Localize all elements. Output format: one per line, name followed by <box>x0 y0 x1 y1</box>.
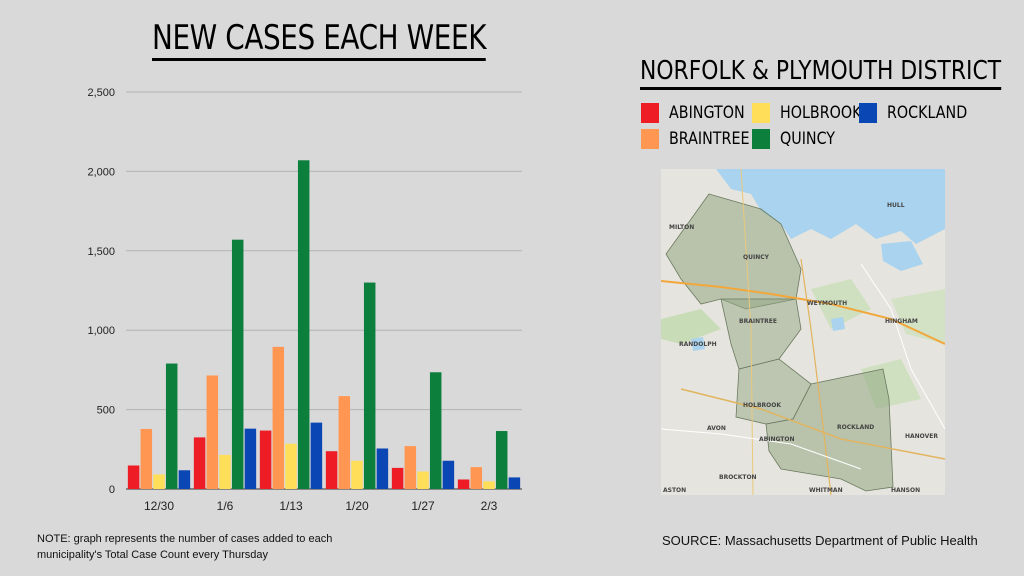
map-label-easton: ASTON <box>663 487 687 494</box>
bar-holbrook-5 <box>483 481 495 489</box>
bar-holbrook-3 <box>351 460 363 489</box>
bar-quincy-2 <box>297 160 310 489</box>
map-label-hanson: HANSON <box>891 487 921 494</box>
map-label-milton: MILTON <box>669 224 695 231</box>
y-tick-label: 1,000 <box>87 325 115 337</box>
legend-item-abington: ABINGTON <box>641 103 759 123</box>
map-label-quincy: QUINCY <box>743 254 769 261</box>
x-tick-label: 2/3 <box>481 499 498 513</box>
bar-abington-4 <box>391 467 404 489</box>
legend-item-holbrook: HOLBROOK <box>752 103 877 123</box>
map-label-avon: AVON <box>707 425 726 432</box>
map-label-rockland: ROCKLAND <box>837 424 875 431</box>
x-tick-label: 12/30 <box>144 499 174 513</box>
bar-abington-0 <box>127 465 140 489</box>
chart-title: NEW CASES EACH WEEK <box>152 18 487 61</box>
y-tick-label: 2,500 <box>87 87 115 99</box>
bar-quincy-4 <box>429 372 442 489</box>
y-tick-label: 1,500 <box>87 246 115 258</box>
x-tick-label: 1/6 <box>217 499 234 513</box>
map-label-hanover: HANOVER <box>905 433 938 440</box>
source-credit: SOURCE: Massachusetts Department of Publ… <box>662 533 978 548</box>
bar-quincy-0 <box>165 363 178 489</box>
legend-swatch-holbrook <box>752 103 770 123</box>
map-label-braintree: BRAINTREE <box>739 318 778 325</box>
legend-label-braintree: BRAINTREE <box>669 129 750 149</box>
map-label-abington: ABINGTON <box>759 436 795 443</box>
bar-quincy-3 <box>363 282 376 489</box>
legend-swatch-braintree <box>641 129 659 149</box>
bar-braintree-1 <box>206 375 219 489</box>
map-label-brockton: BROCKTON <box>719 474 757 481</box>
bar-abington-5 <box>457 479 470 489</box>
bar-holbrook-1 <box>219 454 231 489</box>
y-tick-label: 500 <box>97 405 115 417</box>
bar-braintree-3 <box>338 396 351 489</box>
bar-abington-1 <box>193 437 206 489</box>
bar-braintree-5 <box>470 467 483 489</box>
x-tick-label: 1/20 <box>345 499 369 513</box>
legend-item-quincy: QUINCY <box>752 129 846 149</box>
map-label-holbrook: HOLBROOK <box>743 402 781 409</box>
legend-item-braintree: BRAINTREE <box>641 129 765 149</box>
legend-swatch-rockland <box>859 103 877 123</box>
district-title: NORFOLK & PLYMOUTH DISTRICT <box>640 55 1002 90</box>
bar-holbrook-2 <box>285 443 297 489</box>
y-tick-label: 2,000 <box>87 166 115 178</box>
x-tick-label: 1/27 <box>411 499 435 513</box>
legend-item-rockland: ROCKLAND <box>859 103 983 123</box>
y-tick-label: 0 <box>109 484 115 496</box>
legend-label-abington: ABINGTON <box>669 103 745 123</box>
bar-braintree-2 <box>272 346 285 489</box>
bar-abington-3 <box>325 451 338 489</box>
bar-braintree-0 <box>140 428 153 489</box>
bar-rockland-5 <box>508 477 521 489</box>
bar-braintree-4 <box>404 446 417 489</box>
legend-label-holbrook: HOLBROOK <box>780 103 862 123</box>
map-label-hingham: HINGHAM <box>885 318 918 325</box>
legend-swatch-quincy <box>752 129 770 149</box>
bar-rockland-2 <box>310 422 323 489</box>
bar-holbrook-0 <box>153 474 165 489</box>
bar-quincy-1 <box>231 239 244 489</box>
bar-quincy-5 <box>495 431 508 489</box>
district-map: QUINCY WEYMOUTH BRAINTREE RANDOLPH HINGH… <box>661 169 945 495</box>
district-map-graphic <box>661 169 945 495</box>
map-label-randolph: RANDOLPH <box>679 341 717 348</box>
bar-rockland-4 <box>442 460 455 489</box>
map-label-whitman: WHITMAN <box>809 487 843 494</box>
map-label-hull: HULL <box>887 202 905 209</box>
bar-abington-2 <box>259 430 272 489</box>
bar-rockland-3 <box>376 448 389 489</box>
x-tick-label: 1/13 <box>279 499 303 513</box>
map-label-weymouth: WEYMOUTH <box>807 300 848 307</box>
chart-note: NOTE: graph represents the number of cas… <box>37 533 333 561</box>
bar-rockland-1 <box>244 428 257 489</box>
bar-holbrook-4 <box>417 471 429 489</box>
legend-label-rockland: ROCKLAND <box>887 103 968 123</box>
legend-swatch-abington <box>641 103 659 123</box>
legend-label-quincy: QUINCY <box>780 129 836 149</box>
bar-rockland-0 <box>178 470 191 489</box>
